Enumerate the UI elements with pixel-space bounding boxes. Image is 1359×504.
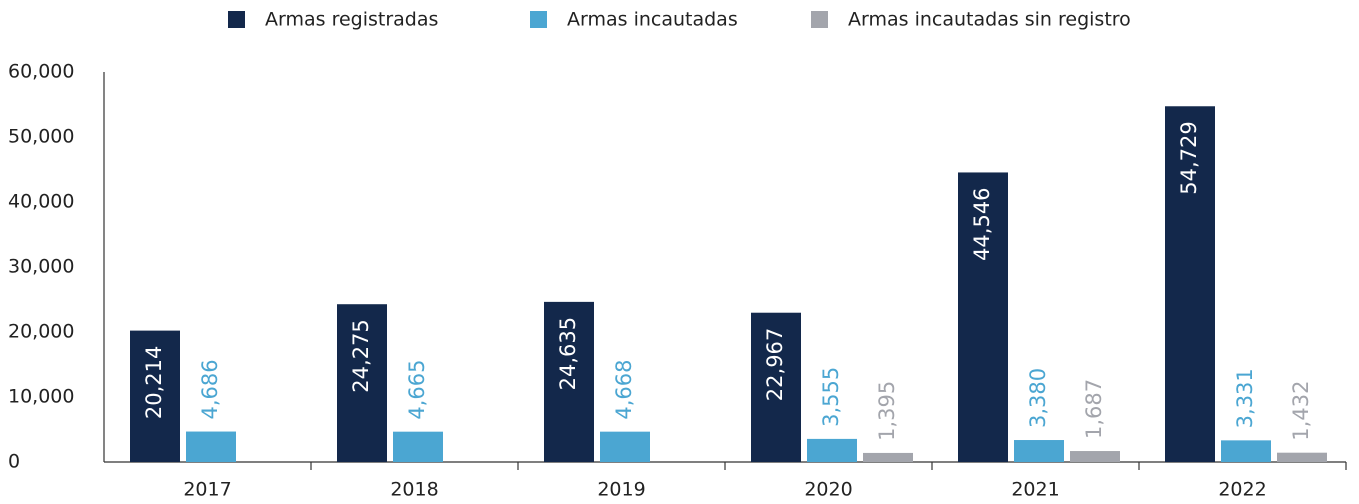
data-label: 3,331 [1233, 368, 1257, 428]
bar [1070, 451, 1120, 462]
bar [863, 452, 913, 462]
bar [186, 431, 236, 462]
y-tick-label: 50,000 [8, 126, 74, 148]
bar [600, 431, 650, 462]
data-label: 4,668 [612, 360, 636, 420]
legend-swatch [530, 11, 547, 28]
data-label: 54,729 [1177, 121, 1201, 194]
data-label: 3,555 [819, 367, 843, 427]
data-label: 20,214 [142, 346, 166, 419]
bar [1014, 440, 1064, 462]
bar [1277, 452, 1327, 462]
bar [544, 301, 594, 462]
legend-label: Armas registradas [265, 9, 438, 31]
x-tick-label: 2022 [1218, 479, 1266, 501]
data-label: 22,967 [763, 328, 787, 401]
data-label: 24,275 [349, 319, 373, 392]
y-tick-label: 40,000 [8, 191, 74, 213]
bar [337, 304, 387, 462]
y-tick-label: 10,000 [8, 386, 74, 408]
data-label: 4,686 [198, 359, 222, 419]
legend-swatch [228, 11, 245, 28]
bar [393, 431, 443, 462]
bar [130, 330, 180, 462]
y-tick-label: 20,000 [8, 321, 74, 343]
legend-label: Armas incautadas sin registro [848, 9, 1131, 31]
data-label: 1,687 [1082, 379, 1106, 439]
data-label: 24,635 [556, 317, 580, 390]
legend-swatch [811, 11, 828, 28]
data-label: 1,432 [1289, 381, 1313, 441]
data-label: 3,380 [1026, 368, 1050, 428]
x-tick-label: 2021 [1011, 479, 1059, 501]
y-tick-label: 0 [8, 451, 20, 473]
y-tick-label: 60,000 [8, 61, 74, 83]
legend-label: Armas incautadas [567, 9, 738, 31]
data-label: 4,665 [405, 360, 429, 420]
y-tick-label: 30,000 [8, 256, 74, 278]
x-tick-label: 2019 [597, 479, 645, 501]
x-tick-label: 2017 [183, 479, 231, 501]
bar [751, 312, 801, 462]
bar [1165, 106, 1215, 462]
data-label: 44,546 [970, 187, 994, 260]
bar [958, 172, 1008, 463]
x-tick-label: 2020 [804, 479, 852, 501]
bar [807, 438, 857, 462]
bar [1221, 440, 1271, 462]
data-label: 1,395 [875, 381, 899, 441]
x-tick-label: 2018 [390, 479, 438, 501]
